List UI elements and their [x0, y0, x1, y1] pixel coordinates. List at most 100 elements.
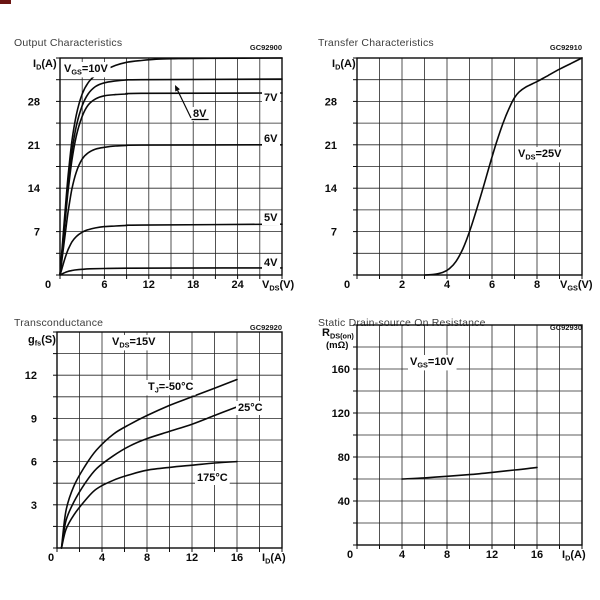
y-tick-label: 14 — [28, 183, 41, 195]
x-tick-label: 6 — [101, 279, 107, 291]
y-tick-label: 160 — [332, 364, 350, 376]
annotation-vgs-10v: VGS=10V — [64, 63, 109, 76]
curve-tj-50c — [60, 378, 238, 549]
annotation-bg — [262, 91, 281, 105]
x-tick-label: 0 — [45, 279, 51, 291]
grid — [357, 58, 582, 275]
annotation-bg — [516, 147, 565, 163]
y-tick-label: 21 — [28, 140, 40, 152]
chart-block-transconductance: Transconductance GC92920 0 4 8 12 16 3 6 9 12 ID(… — [0, 300, 300, 600]
annotation-175-c: 175°C — [197, 472, 228, 484]
y-tick-label: 14 — [325, 183, 338, 195]
annotation-bg — [262, 132, 281, 146]
chart-block-rds-on: Static Drain-source On Resistance GC9293… — [300, 300, 600, 600]
axis-ticks — [353, 57, 583, 279]
annotation-6v: 6V — [264, 133, 278, 145]
chart-block-output-characteristics: Output Characteristics GC92900 0 6 12 18 24 7… — [0, 0, 300, 300]
y-axis-label: ID(A) — [332, 58, 356, 71]
curve-rds-on-at-vgs-10v — [401, 466, 538, 480]
y-axis-label-line2: (mΩ) — [326, 340, 348, 351]
x-tick-label: 12 — [186, 552, 198, 564]
x-axis-label: VDS(V) — [262, 279, 294, 292]
x-tick-label: 12 — [486, 549, 498, 561]
annotation-bg — [262, 256, 281, 270]
x-tick-label: 2 — [399, 279, 405, 291]
axis-ticks — [353, 324, 583, 549]
annotation-4v: 4V — [264, 257, 278, 269]
x-axis-label: ID(A) — [562, 549, 586, 562]
curve-vgs-6v — [59, 144, 283, 276]
chart-code: GC92900 — [249, 43, 282, 52]
chart-title: Transconductance — [14, 317, 104, 329]
annotation-tj-50-c: TJ=-50°C — [148, 381, 194, 394]
x-tick-label: 18 — [187, 279, 199, 291]
y-tick-label: 28 — [325, 96, 337, 108]
x-tick-label: 24 — [231, 279, 244, 291]
chart-code: GC92930 — [549, 323, 582, 332]
x-tick-label: 12 — [143, 279, 155, 291]
curve-vgs-4v — [59, 267, 283, 276]
annotation-vgs-10v: VGS=10V — [410, 356, 455, 369]
y-tick-label: 28 — [28, 96, 40, 108]
annotation-bg — [195, 471, 230, 485]
curve-vgs-5v — [59, 223, 283, 276]
corner-mark — [0, 0, 11, 4]
annotation-8v: 8V — [193, 108, 207, 120]
annotation-bg — [62, 62, 111, 78]
curve-id-vs-vgs-at-vds-25v — [423, 57, 583, 276]
x-tick-label: 0 — [347, 549, 353, 561]
x-tick-label: 4 — [399, 549, 406, 561]
plot-border — [356, 324, 583, 546]
chart-code: GC92910 — [549, 43, 582, 52]
x-tick-label: 8 — [444, 549, 450, 561]
plot-border — [56, 331, 283, 549]
output-characteristics-plot: 0 6 12 18 24 7 14 21 28 VDS(V) ID(A) VGS=10V 8V 7V 6V 5… — [28, 57, 294, 292]
chart-title: Transfer Characteristics — [318, 37, 434, 49]
y-tick-label: 7 — [331, 227, 337, 239]
annotation-7v: 7V — [264, 92, 278, 104]
chart-block-transfer-characteristics: Transfer Characteristics GC92910 0 2 4 6 8 7 1… — [300, 0, 600, 300]
annotation-25-c: 25°C — [238, 402, 263, 414]
annotation-bg — [408, 355, 457, 371]
y-tick-label: 7 — [34, 227, 40, 239]
chart-title: Static Drain-source On Resistance — [318, 317, 486, 329]
annotation-vds-15v: VDS=15V — [112, 336, 156, 349]
x-tick-label: 4 — [99, 552, 106, 564]
y-axis-label: ID(A) — [33, 58, 57, 71]
curve-vgs-7v — [59, 92, 283, 276]
plot-border — [356, 57, 583, 276]
transfer-characteristics-group: 0 2 4 6 8 7 14 21 28 VGS(V) ID(A) VDS=25V — [325, 57, 593, 292]
annotation-bg — [191, 107, 210, 121]
y-tick-label: 3 — [31, 500, 37, 512]
y-tick-label: 6 — [31, 457, 37, 469]
x-tick-label: 0 — [344, 279, 350, 291]
y-tick-label: 80 — [338, 452, 350, 464]
x-tick-label: 8 — [144, 552, 150, 564]
y-tick-label: 21 — [325, 140, 337, 152]
x-tick-label: 0 — [48, 552, 54, 564]
chart-code: GC92920 — [249, 323, 282, 332]
y-tick-label: 12 — [25, 370, 37, 382]
curve-tj-175c — [60, 460, 238, 549]
transconductance-group: 0 4 8 12 16 3 6 9 12 ID(A) gfs(S) VDS=15V TJ=-50°C 25… — [25, 331, 286, 565]
axis-ticks — [53, 331, 283, 552]
x-axis-label: VGS(V) — [560, 279, 593, 292]
arrow-head — [175, 85, 180, 92]
annotation-bg — [236, 401, 265, 415]
annotation-bg — [110, 335, 159, 351]
arrow-line — [177, 90, 192, 119]
rds-on-plot: 0 4 8 12 16 40 80 120 160 ID(A) RDS(on)(mΩ) VGS=10V — [322, 324, 586, 562]
transfer-characteristics-plot: 0 2 4 6 8 7 14 21 28 VGS(V) ID(A) VDS=25V — [325, 57, 593, 292]
static-drain-source-on-resistance-group: 0 4 8 12 16 40 80 120 160 ID(A) RDS(on)(mΩ) VGS=10V — [322, 324, 586, 562]
output-characteristics-group: 0 6 12 18 24 7 14 21 28 VDS(V) ID(A) VGS=10V 8V 7V 6V 5… — [28, 57, 294, 292]
curve-tj-25c — [60, 406, 238, 549]
annotation-bg — [146, 380, 196, 396]
x-tick-label: 16 — [531, 549, 543, 561]
grid — [57, 332, 282, 548]
annotation-vds-25v: VDS=25V — [518, 148, 562, 161]
annotation-5v: 5V — [264, 212, 278, 224]
x-axis-label: ID(A) — [262, 552, 286, 565]
x-tick-label: 8 — [534, 279, 540, 291]
y-tick-label: 120 — [332, 408, 350, 420]
